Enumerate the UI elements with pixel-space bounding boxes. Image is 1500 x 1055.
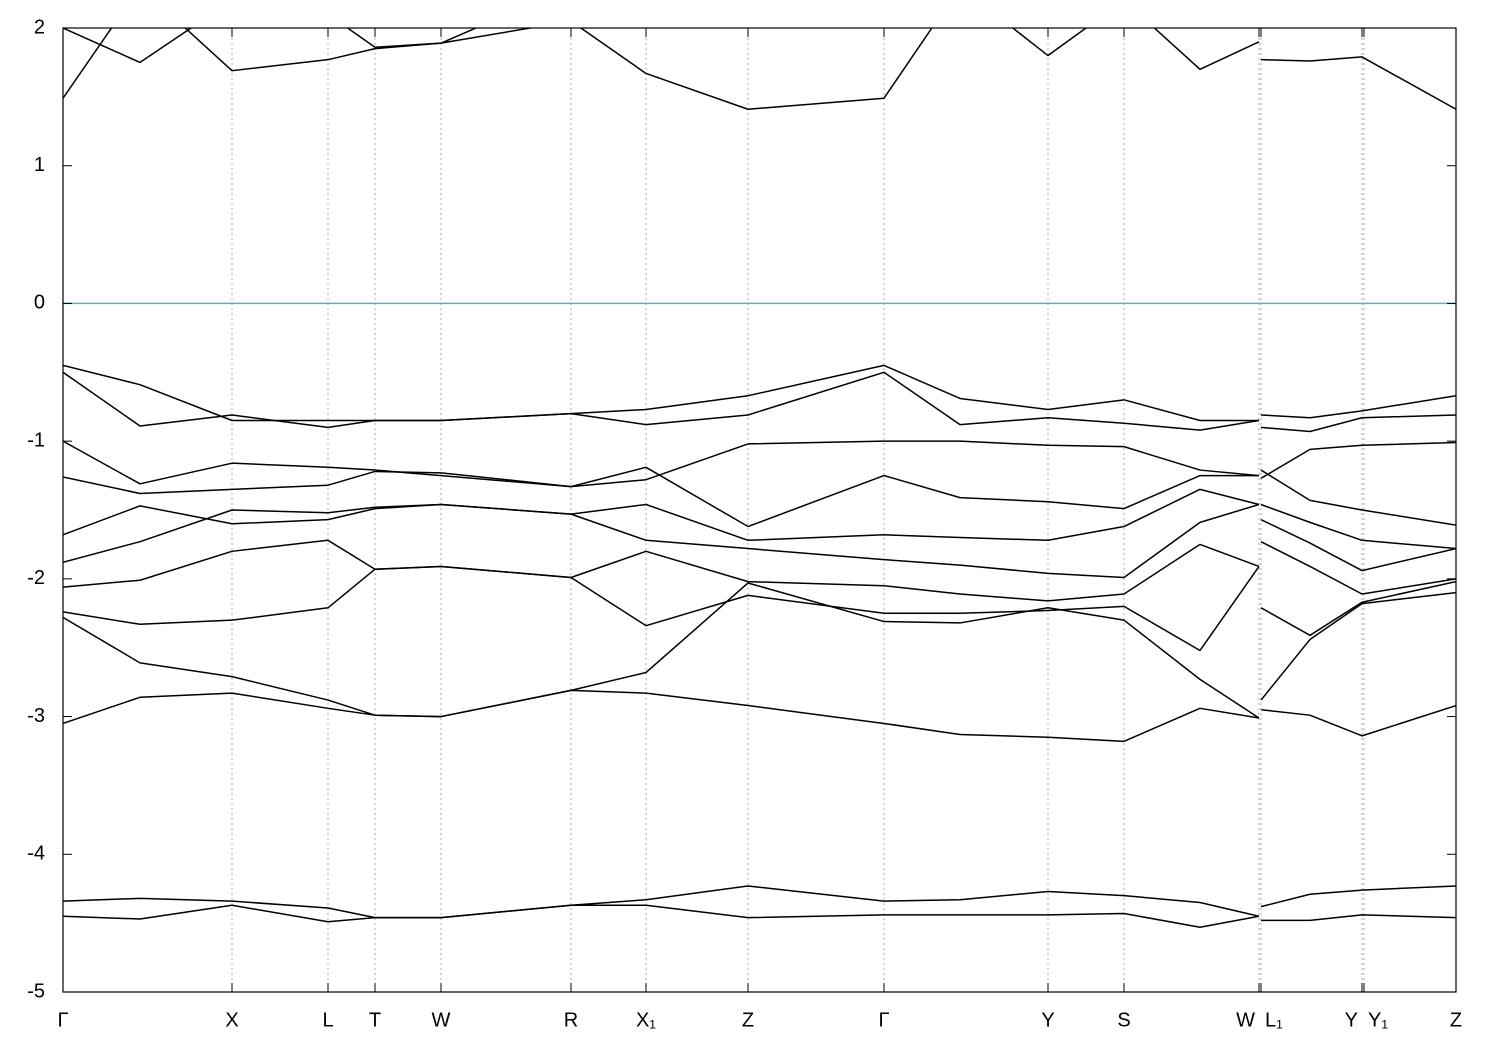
y-tick-label: 1: [34, 154, 45, 176]
x-tick-label: T: [369, 1009, 381, 1031]
x-tick-label: L₁: [1265, 1009, 1283, 1031]
x-tick-label: X: [225, 1009, 238, 1031]
x-tick-label: L: [322, 1009, 333, 1031]
x-tick-label: Z: [742, 1009, 754, 1031]
band-line: [63, 466, 1456, 528]
x-tick-label: Γ: [878, 1009, 889, 1031]
plot-frame: [62, 27, 1457, 993]
band-line: [63, 904, 1456, 929]
band-line: [63, 885, 1456, 919]
x-tick-label: R: [564, 1009, 578, 1031]
y-tick-label: -5: [27, 980, 45, 1002]
band-line: [63, 488, 1456, 550]
x-tick-label: Z: [1450, 1009, 1462, 1031]
y-tick-label: 0: [34, 292, 45, 314]
bands: [63, 28, 1456, 929]
grid: [231, 28, 1365, 992]
labels: -5 -4 -3 -2 -1 0 1 2 Γ X L T W R X₁ Z Γ Y S W L₁ Y Y₁ Z: [27, 16, 1462, 1031]
y-tick-label: -3: [27, 705, 45, 727]
band-line: [63, 364, 1456, 422]
band-line: [63, 689, 1456, 743]
band-line: [63, 440, 1456, 488]
y-tick-label: -1: [27, 429, 45, 451]
x-tick-label: Y: [1345, 1009, 1358, 1031]
y-tick-label: -4: [27, 843, 45, 865]
band-line: [63, 28, 1456, 110]
x-tick-label: S: [1117, 1009, 1130, 1031]
x-tick-label: Γ: [57, 1009, 68, 1031]
x-tick-label: W: [1236, 1009, 1255, 1031]
band-line: [63, 565, 1456, 652]
y-tick-label: 2: [34, 16, 45, 38]
x-tick-label: X₁: [636, 1009, 656, 1031]
band-line: [63, 539, 1456, 602]
x-tick-label: W: [432, 1009, 451, 1031]
y-tick-label: -2: [27, 567, 45, 589]
band-line: [63, 503, 1456, 579]
band-line: [63, 582, 1456, 719]
band-line: [63, 371, 1456, 433]
x-tick-label: Y₁: [1368, 1009, 1388, 1031]
x-tick-label: Y: [1041, 1009, 1054, 1031]
